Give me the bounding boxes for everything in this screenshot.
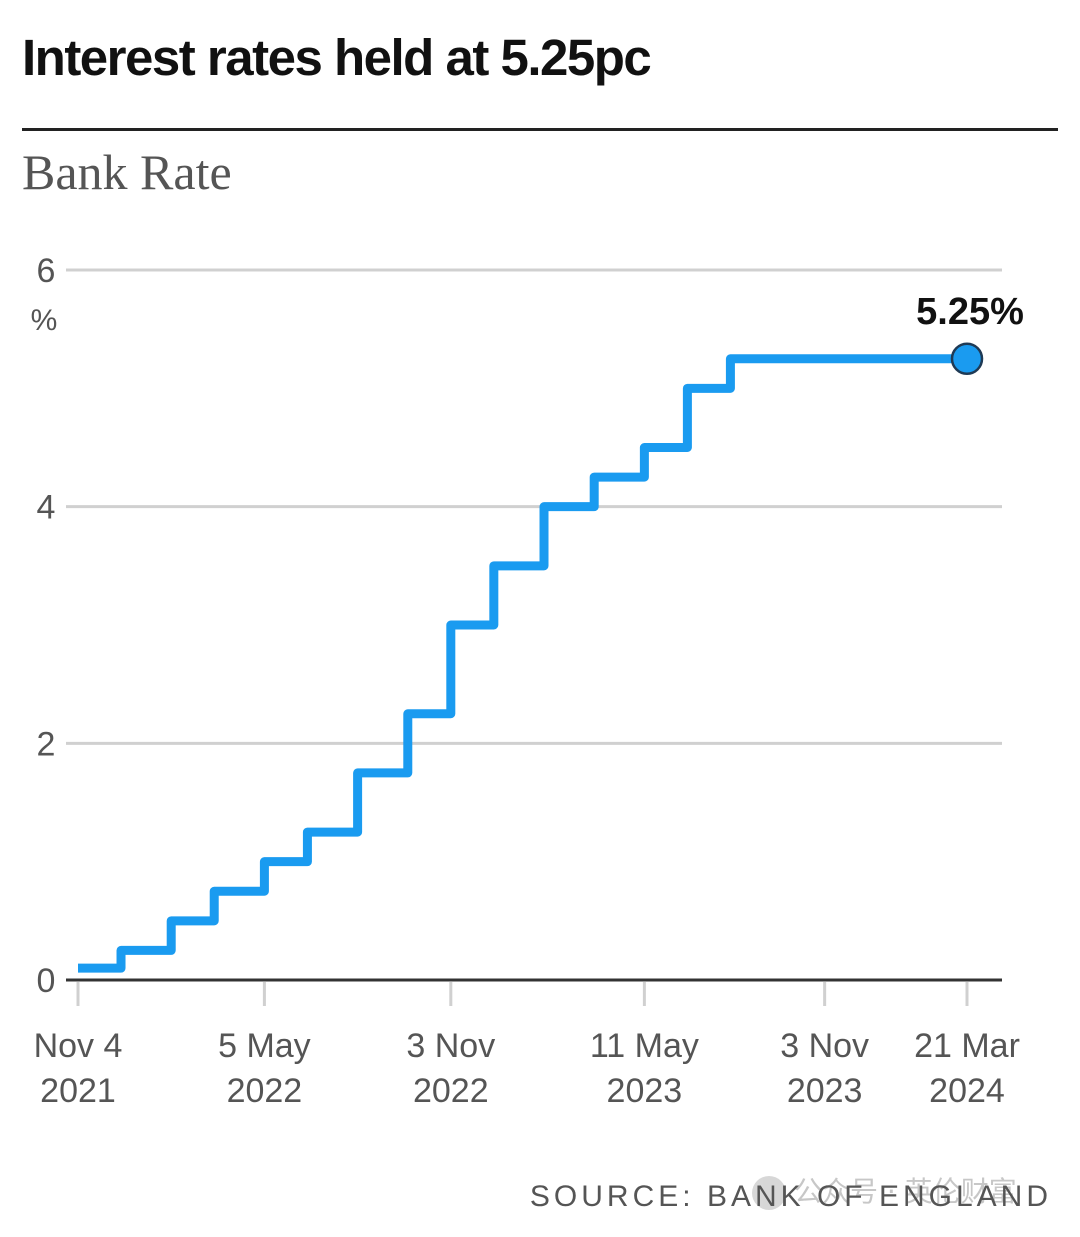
y-tick-label-4: 4 <box>37 489 56 527</box>
x-tick-label-5-line1: 21 Mar <box>914 1027 1020 1065</box>
x-tick-label-3-line2: 2023 <box>607 1072 683 1110</box>
y-tick-label-6: 6 <box>37 252 56 290</box>
latest-rate-label: 5.25% <box>916 291 1024 333</box>
annotation-layer: 5.25% <box>916 291 1024 375</box>
y-tick-label-0: 0 <box>37 962 56 1000</box>
latest-rate-point <box>950 342 984 375</box>
series-layer <box>78 354 967 973</box>
x-tick-label-2-line2: 2022 <box>413 1072 489 1110</box>
x-tick-label-3-line1: 11 May <box>590 1027 699 1065</box>
x-tick-label-1-line1: 5 May <box>218 1027 311 1065</box>
wechat-logo-icon <box>752 1176 786 1210</box>
watermark-text: 公众号 · 英伦财富 <box>794 1175 1017 1208</box>
source-note: SOURCE: BANK OF ENGLAND <box>529 1180 1052 1213</box>
x-tick-label-4-line2: 2023 <box>787 1072 863 1110</box>
headline: Interest rates held at 5.25pc <box>22 29 652 86</box>
bank-rate-step-line <box>78 354 967 973</box>
x-tick-label-1-line2: 2022 <box>227 1072 303 1110</box>
y-axis-unit-label: % <box>31 304 58 337</box>
x-axis: Nov 4 2021 5 May 2022 3 Nov 2022 11 May 2023 3 N… <box>34 978 1020 1110</box>
gridlines <box>66 268 1002 745</box>
watermark: 公众号 · 英伦财富 <box>752 1170 1017 1210</box>
x-tick-label-4-line1: 3 Nov <box>780 1027 869 1065</box>
x-tick-label-2-line1: 3 Nov <box>406 1027 495 1065</box>
y-tick-label-2: 2 <box>37 725 56 763</box>
headline-divider <box>22 128 1058 131</box>
y-axis-ticks: 0 2 4 6 <box>37 252 56 1000</box>
x-tick-label-5-line2: 2024 <box>929 1072 1005 1110</box>
x-tick-label-0-line2: 2021 <box>40 1072 116 1110</box>
x-tick-label-0-line1: Nov 4 <box>34 1027 123 1065</box>
chart-title: Bank Rate <box>22 144 232 200</box>
